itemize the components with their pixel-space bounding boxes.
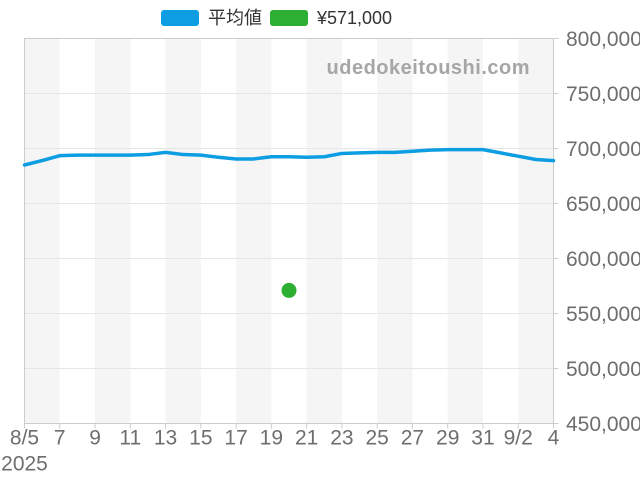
x-axis-tick-label: 31 — [471, 427, 494, 450]
background-band — [165, 38, 201, 424]
x-axis-tick-label: 23 — [330, 427, 353, 450]
x-axis-tick-label: 7 — [54, 427, 66, 450]
background-band — [236, 38, 272, 424]
y-axis-tick-label: 700,000 — [566, 138, 640, 161]
x-axis-tick-label: 4 — [548, 427, 560, 450]
background-band — [377, 38, 413, 424]
x-axis-tick-label: 21 — [295, 427, 318, 450]
average-price-line[interactable] — [22, 147, 556, 167]
chart-legend: 平均値 ¥571,000 — [0, 8, 553, 28]
y-axis-tick-label: 800,000 — [566, 28, 640, 51]
x-axis-tick-label: 9 — [89, 427, 101, 450]
legend-item-price-point[interactable]: ¥571,000 — [269, 8, 393, 28]
x-axis-tick-label: 11 — [119, 427, 141, 450]
price-point-marker[interactable] — [281, 282, 297, 298]
background-band — [447, 38, 483, 424]
legend-label-average: 平均値 — [207, 8, 262, 28]
y-axis-tick-label: 650,000 — [566, 193, 640, 216]
x-axis-tick-label: 29 — [436, 427, 459, 450]
y-axis-tick-label: 450,000 — [566, 413, 640, 436]
average-series-swatch-icon — [160, 10, 199, 26]
y-axis-tick-label: 500,000 — [566, 358, 640, 381]
x-axis-tick-label: 9/2 — [504, 427, 533, 450]
x-axis-tick-label: 13 — [154, 427, 177, 450]
x-axis-tick-label: 19 — [260, 427, 283, 450]
background-band — [24, 38, 60, 424]
background-band — [95, 38, 131, 424]
background-band — [306, 38, 342, 424]
y-axis-tick-label: 600,000 — [566, 248, 640, 271]
x-axis-tick-label: 17 — [224, 427, 247, 450]
watermark: udedokeitoushi.com — [326, 57, 530, 79]
y-axis-tick-label: 750,000 — [566, 83, 640, 106]
legend-label-price-point: ¥571,000 — [316, 8, 393, 28]
y-axis-tick-label: 550,000 — [566, 303, 640, 326]
x-axis-tick-label: 15 — [189, 427, 212, 450]
background-band — [518, 38, 554, 424]
plot-border — [24, 38, 554, 424]
x-axis-tick-label: 25 — [365, 427, 388, 450]
x-axis-tick-label: 8/5 — [10, 427, 39, 450]
legend-item-average[interactable]: 平均値 — [160, 8, 262, 28]
x-axis-tick-label: 27 — [401, 427, 424, 450]
price-point-swatch-icon — [269, 10, 308, 26]
x-axis-year-label: 2025 — [1, 453, 48, 476]
